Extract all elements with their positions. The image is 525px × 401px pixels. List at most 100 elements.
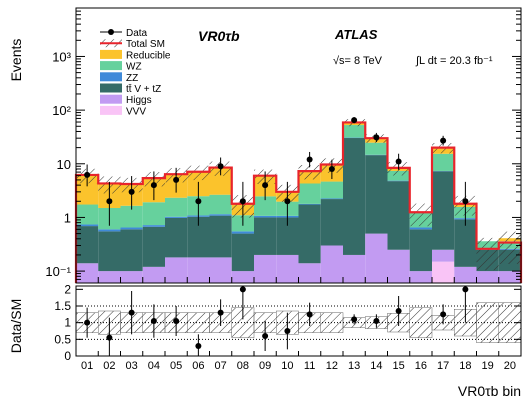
bar-higgs-02: [98, 271, 121, 283]
main-y-tick-label-10: 10: [57, 157, 71, 172]
bar-zz-16: [409, 227, 432, 230]
legend-label-vvv: VVV: [126, 106, 146, 117]
x-tick-label-01: 01: [81, 360, 93, 372]
bar-zz-02: [98, 229, 121, 232]
x-tick-label-03: 03: [126, 360, 138, 372]
ratio-uncertainty-16: [409, 307, 433, 338]
bar-vvv-17: [432, 261, 455, 283]
data-point-07: [217, 163, 224, 170]
bar-ttv-13: [343, 138, 366, 255]
x-tick-label-15: 15: [393, 360, 405, 372]
bar-zz-04: [142, 225, 165, 227]
x-tick-label-13: 13: [348, 360, 360, 372]
x-tick-label-17: 17: [437, 360, 449, 372]
ratio-point-05: [173, 318, 180, 324]
bar-wz-05: [165, 197, 188, 217]
ratio-point-02: [106, 334, 113, 341]
bar-ttv-10: [276, 217, 299, 255]
ratio-y-tick-label-1: 1: [64, 316, 71, 330]
bar-zz-05: [165, 216, 188, 218]
data-point-12: [328, 165, 335, 172]
sm-uncertainty-19: [476, 237, 499, 271]
main-y-tick-label-100: 10²: [52, 103, 71, 118]
data-point-01: [84, 171, 91, 178]
data-point-17: [440, 137, 447, 144]
bar-wz-01: [76, 204, 99, 225]
bar-zz-07: [209, 214, 232, 216]
legend-swatch-wz: [100, 61, 122, 71]
data-point-15: [395, 158, 402, 165]
ratio-point-10: [284, 328, 291, 334]
bar-higgs-13: [343, 254, 366, 283]
x-axis-label: VR0τb bin: [458, 383, 521, 399]
bar-wz-17: [432, 153, 455, 171]
data-point-03: [128, 188, 135, 195]
x-tick-label-11: 11: [304, 360, 315, 372]
main-y-tick-label-1: 1: [64, 210, 71, 225]
bar-higgs-08: [231, 271, 254, 283]
bar-wz-12: [320, 181, 343, 199]
legend-swatch-vvv: [100, 105, 122, 115]
ratio-point-03: [128, 309, 135, 316]
ratio-y-tick-label-2: 2: [64, 282, 71, 296]
ratio-y-tick-label-1.5: 1.5: [54, 299, 71, 313]
legend-swatch-zz: [100, 72, 122, 82]
bar-higgs-06: [187, 257, 210, 283]
bar-ttv-07: [209, 215, 232, 258]
bar-higgs-05: [165, 257, 188, 283]
bar-zz-08: [231, 231, 254, 234]
legend-label-reducible: Reducible: [126, 50, 171, 61]
sm-uncertainty-16: [409, 203, 432, 227]
legend-label-wz: WZ: [126, 62, 142, 73]
lumi-label: ∫L dt = 20.3 fb⁻¹: [415, 55, 493, 67]
data-point-14: [373, 134, 380, 141]
bar-higgs-16: [409, 271, 432, 283]
bar-ttv-05: [165, 217, 188, 258]
bar-higgs-03: [120, 271, 143, 283]
bar-wz-07: [209, 194, 232, 215]
legend-label-higgs: Higgs: [126, 95, 152, 106]
bar-wz-03: [120, 205, 143, 228]
ratio-y-tick-label-0.5: 0.5: [54, 332, 71, 346]
bar-higgs-12: [320, 245, 343, 283]
bar-ttv-17: [432, 171, 455, 250]
bar-ttv-11: [298, 204, 321, 264]
bar-ttv-09: [254, 217, 277, 255]
x-tick-label-19: 19: [482, 360, 494, 372]
bar-ttv-01: [76, 226, 99, 264]
bar-higgs-17: [432, 249, 455, 262]
x-tick-label-06: 06: [192, 360, 204, 372]
main-y-axis-label: Events: [8, 39, 24, 82]
bar-ttv-14: [365, 155, 388, 234]
bar-wz-15: [387, 170, 410, 181]
ratio-point-08: [239, 286, 246, 293]
ratio-y-axis-label: Data/SM: [8, 299, 24, 353]
legend-swatch-higgs: [100, 94, 122, 104]
total-sm-line: [74, 121, 523, 283]
data-point-08: [239, 198, 246, 205]
legend-label-data: Data: [126, 28, 148, 39]
legend-label-zz: ZZ: [126, 73, 138, 84]
region-label: VR0τb: [198, 28, 240, 44]
x-tick-label-07: 07: [215, 360, 227, 372]
data-point-11: [306, 156, 313, 163]
x-tick-label-16: 16: [415, 360, 427, 372]
bar-zz-01: [76, 224, 99, 227]
bar-ttv-06: [187, 216, 210, 258]
energy-label: √s= 8 TeV: [333, 55, 383, 67]
legend-data-marker: [108, 29, 114, 35]
data-point-02: [106, 198, 113, 205]
ratio-point-14: [373, 318, 380, 324]
ratio-point-15: [395, 308, 402, 314]
main-y-tick-label-1000: 10³: [52, 49, 71, 64]
bar-higgs-19: [476, 271, 499, 283]
legend-swatch-ttv: [100, 83, 122, 93]
bar-ttv-16: [409, 229, 432, 272]
bar-ttv-08: [231, 233, 254, 272]
bar-higgs-01: [76, 263, 99, 283]
ratio-point-07: [217, 309, 224, 316]
data-point-09: [262, 182, 269, 189]
data-point-13: [351, 117, 358, 124]
